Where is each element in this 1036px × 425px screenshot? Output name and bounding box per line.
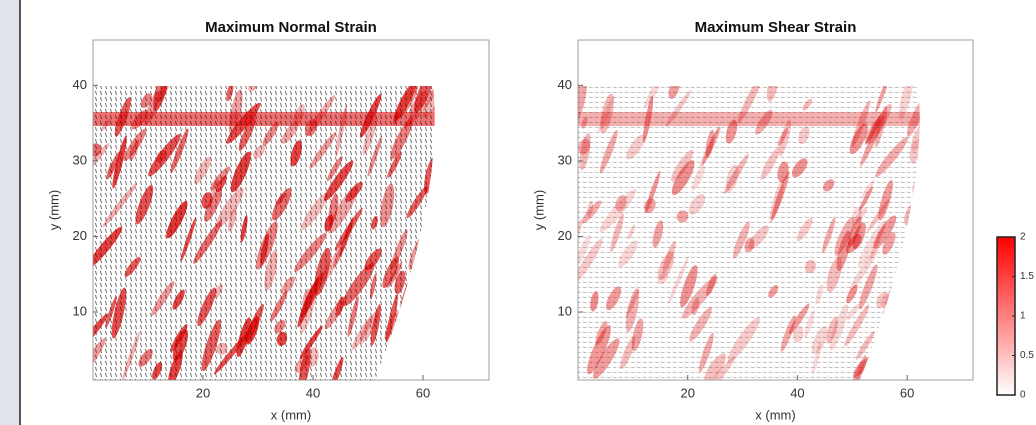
strain-field — [93, 86, 435, 380]
colorbar-tick-label: 0 — [1020, 390, 1026, 401]
colorbar-tick-label: 0.5 — [1020, 350, 1034, 361]
x-tick-label: 40 — [306, 385, 320, 400]
strain-streak — [871, 345, 878, 364]
y-tick-label: 40 — [558, 77, 572, 92]
y-tick-label: 40 — [73, 77, 87, 92]
colorbar: 0 0.5 1 1.5 2 — [996, 232, 1034, 401]
chart-title: Maximum Shear Strain — [695, 19, 857, 36]
strain-streak — [889, 293, 900, 309]
side-strip — [0, 0, 20, 425]
y-tick-label: 30 — [558, 152, 572, 167]
chart-title: Maximum Normal Strain — [205, 19, 377, 36]
strain-streak — [899, 295, 909, 310]
strain-streak — [407, 275, 432, 308]
strain-streak — [908, 270, 920, 320]
x-tick-label: 60 — [416, 385, 430, 400]
strain-field — [578, 86, 920, 380]
x-axis-label: x (mm) — [271, 407, 311, 422]
strain-streak — [881, 318, 905, 356]
y-tick-label: 10 — [558, 303, 572, 318]
x-tick-label: 60 — [900, 385, 914, 400]
quiver-field — [93, 86, 435, 380]
colorbar-tick-label: 2 — [1020, 232, 1026, 243]
colorbar-tick-label: 1.5 — [1020, 271, 1034, 282]
y-tick-label: 30 — [73, 152, 87, 167]
y-tick-label: 20 — [73, 228, 87, 243]
strain-streak — [392, 325, 405, 370]
x-tick-label: 20 — [680, 385, 694, 400]
x-axis-label: x (mm) — [755, 407, 795, 422]
y-tick-label: 20 — [558, 228, 572, 243]
axes-box — [92, 39, 490, 381]
strain-streak — [901, 332, 913, 348]
colorbar-tick-label: 1 — [1020, 311, 1026, 322]
y-axis-label: y (mm) — [46, 190, 61, 230]
strain-streak — [908, 313, 920, 356]
strain-streak — [428, 229, 435, 261]
x-tick-label: 40 — [790, 385, 804, 400]
y-tick-label: 10 — [73, 303, 87, 318]
strain-streak — [899, 321, 909, 348]
y-axis-label: y (mm) — [531, 190, 546, 230]
quiver-field — [578, 86, 920, 380]
x-tick-label: 20 — [196, 385, 210, 400]
strain-streak — [886, 305, 906, 334]
axes-box — [577, 39, 974, 381]
strain-streak — [408, 274, 425, 303]
